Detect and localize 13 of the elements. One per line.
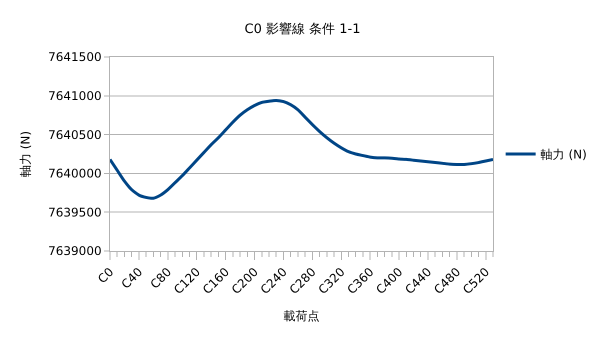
y-axis-title: 軸力 (N) [18,130,32,178]
x-tick-label: C40 [118,264,146,292]
y-tick-label: 7639000 [48,244,102,258]
x-tick-label: C80 [148,264,174,292]
y-tick-label: 7640500 [48,128,102,142]
y-tick-label: 7641500 [48,50,102,64]
x-tick-label: C0 [95,264,116,286]
y-tick-label: 7641000 [48,89,102,103]
legend-label: 軸力 (N) [540,148,587,162]
y-tick-label: 7639500 [48,205,102,220]
y-tick-label: 7640000 [48,166,102,181]
x-axis-title: 載荷点 [284,308,320,323]
chart-title: C0 影響線 条件 1-1 [244,22,360,37]
